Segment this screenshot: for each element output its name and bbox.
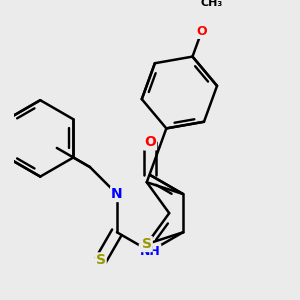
Text: CH₃: CH₃	[201, 0, 223, 8]
Text: N: N	[111, 187, 123, 201]
Text: S: S	[142, 237, 152, 251]
Text: O: O	[144, 136, 156, 149]
Text: O: O	[196, 25, 207, 38]
Text: NH: NH	[140, 245, 160, 258]
Text: S: S	[96, 254, 106, 267]
